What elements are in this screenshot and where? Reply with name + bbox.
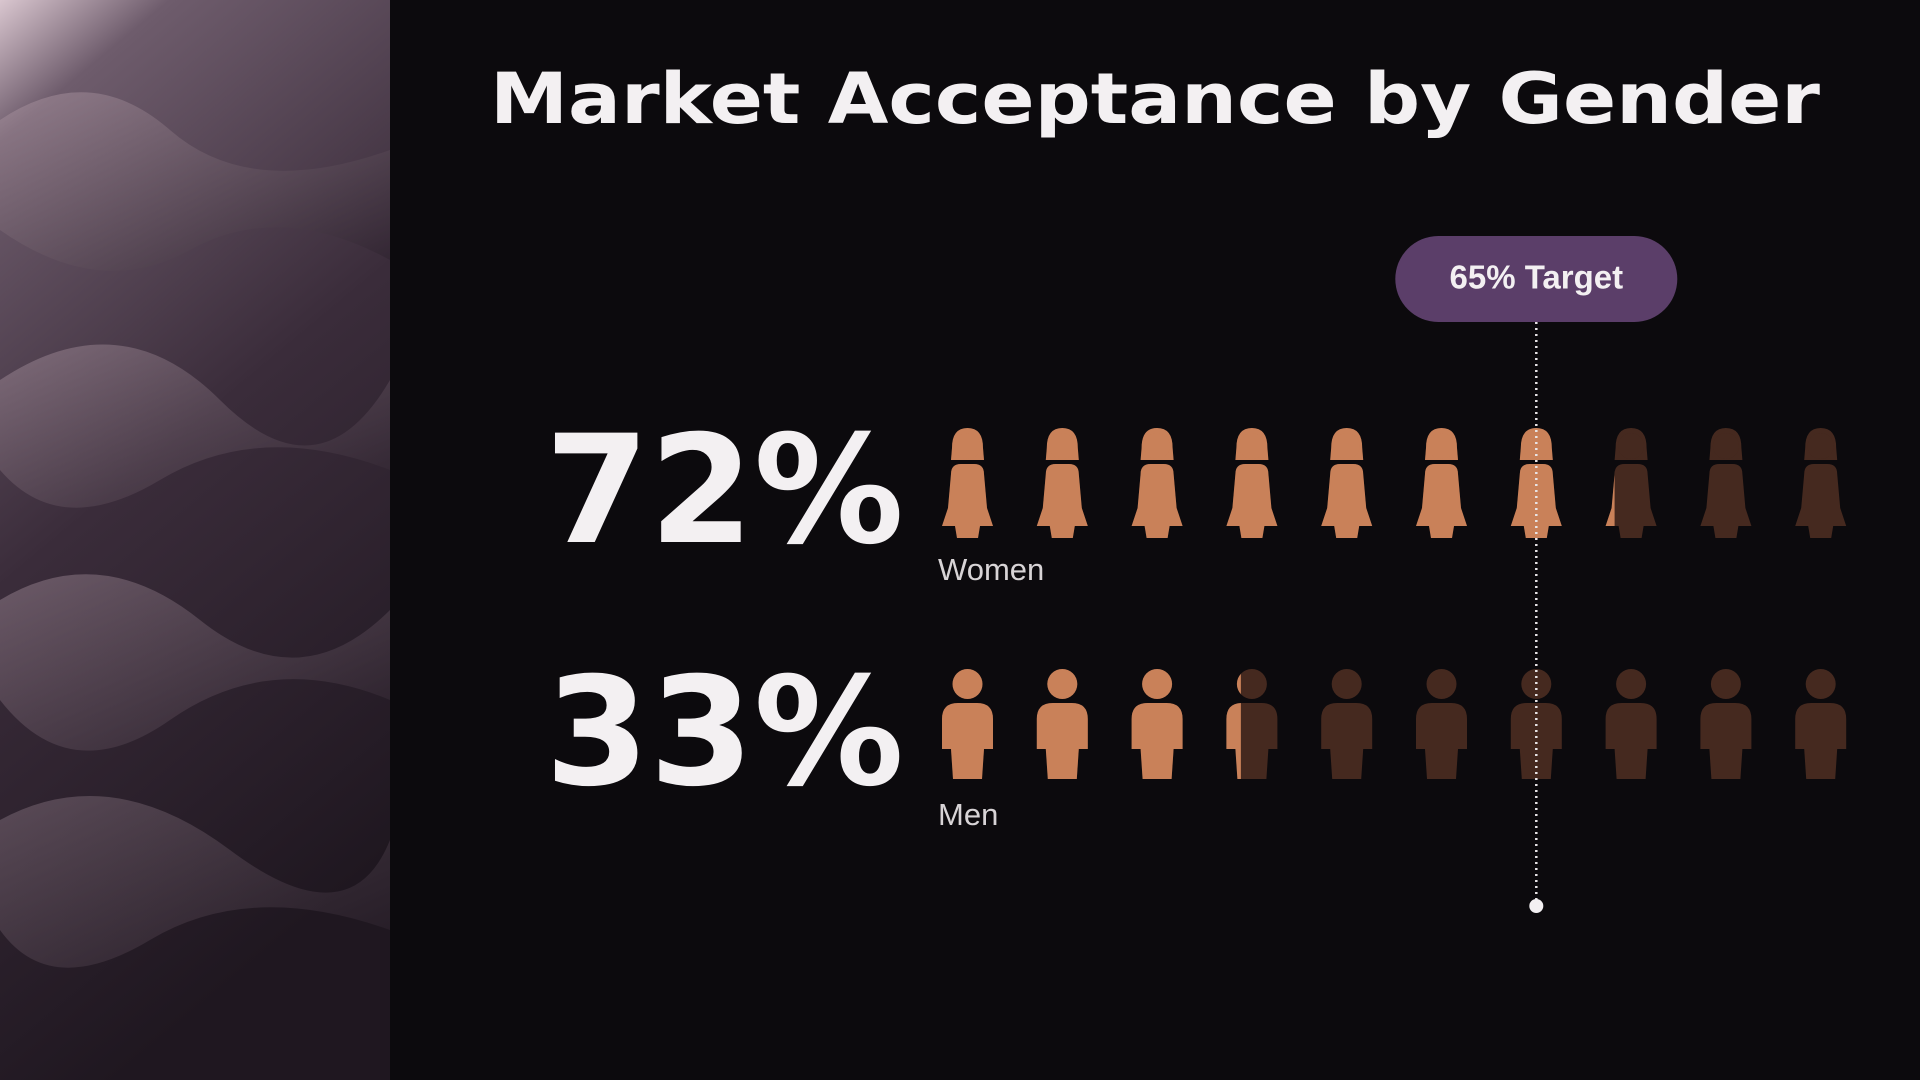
value-label: 33%	[545, 646, 904, 820]
category-label: Men	[938, 797, 998, 832]
filled-icon	[1036, 428, 1088, 538]
empty-icon	[1700, 669, 1752, 779]
chart-title: Market Acceptance by Gender	[490, 58, 1821, 140]
target-pill	[1395, 236, 1678, 322]
filled-icon	[1321, 428, 1373, 538]
empty-icon	[1605, 669, 1657, 779]
empty-icon	[1321, 669, 1373, 779]
filled-icon	[1131, 669, 1183, 779]
target-dot	[1529, 899, 1544, 913]
filled-icon	[1131, 428, 1183, 538]
target-label: 65% Target	[1449, 259, 1623, 296]
filled-icon	[1036, 669, 1088, 779]
category-label: Women	[938, 552, 1044, 587]
value-label: 72%	[545, 404, 904, 578]
empty-icon	[1795, 428, 1847, 538]
landscape-photo	[0, 0, 390, 1080]
filled-icon	[1226, 428, 1278, 538]
empty-icon	[1795, 669, 1847, 779]
filled-icon	[942, 669, 993, 779]
filled-icon	[942, 428, 993, 538]
empty-icon	[1700, 428, 1752, 538]
empty-icon	[1416, 669, 1467, 779]
filled-icon	[1416, 428, 1467, 538]
